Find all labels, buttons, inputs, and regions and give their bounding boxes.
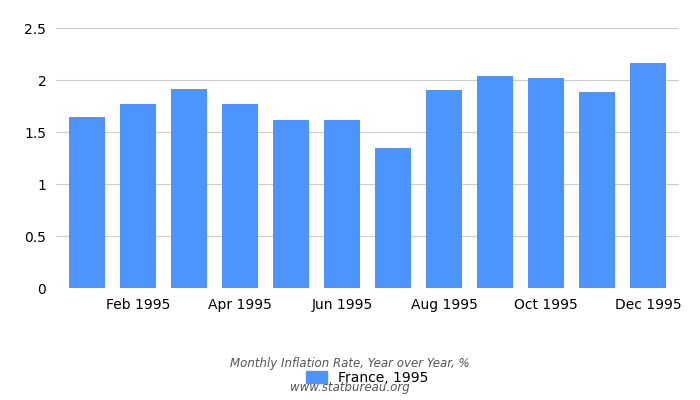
Bar xyxy=(69,118,104,288)
Bar xyxy=(580,92,615,288)
Bar xyxy=(324,120,360,288)
Bar xyxy=(375,148,411,288)
Bar xyxy=(222,104,258,288)
Bar xyxy=(528,78,564,288)
Bar xyxy=(171,89,206,288)
Text: Monthly Inflation Rate, Year over Year, %: Monthly Inflation Rate, Year over Year, … xyxy=(230,358,470,370)
Bar xyxy=(426,90,462,288)
Bar xyxy=(273,120,309,288)
Legend: France, 1995: France, 1995 xyxy=(301,365,434,390)
Bar xyxy=(631,63,666,288)
Bar xyxy=(477,76,513,288)
Text: www.statbureau.org: www.statbureau.org xyxy=(290,382,410,394)
Bar xyxy=(120,104,155,288)
